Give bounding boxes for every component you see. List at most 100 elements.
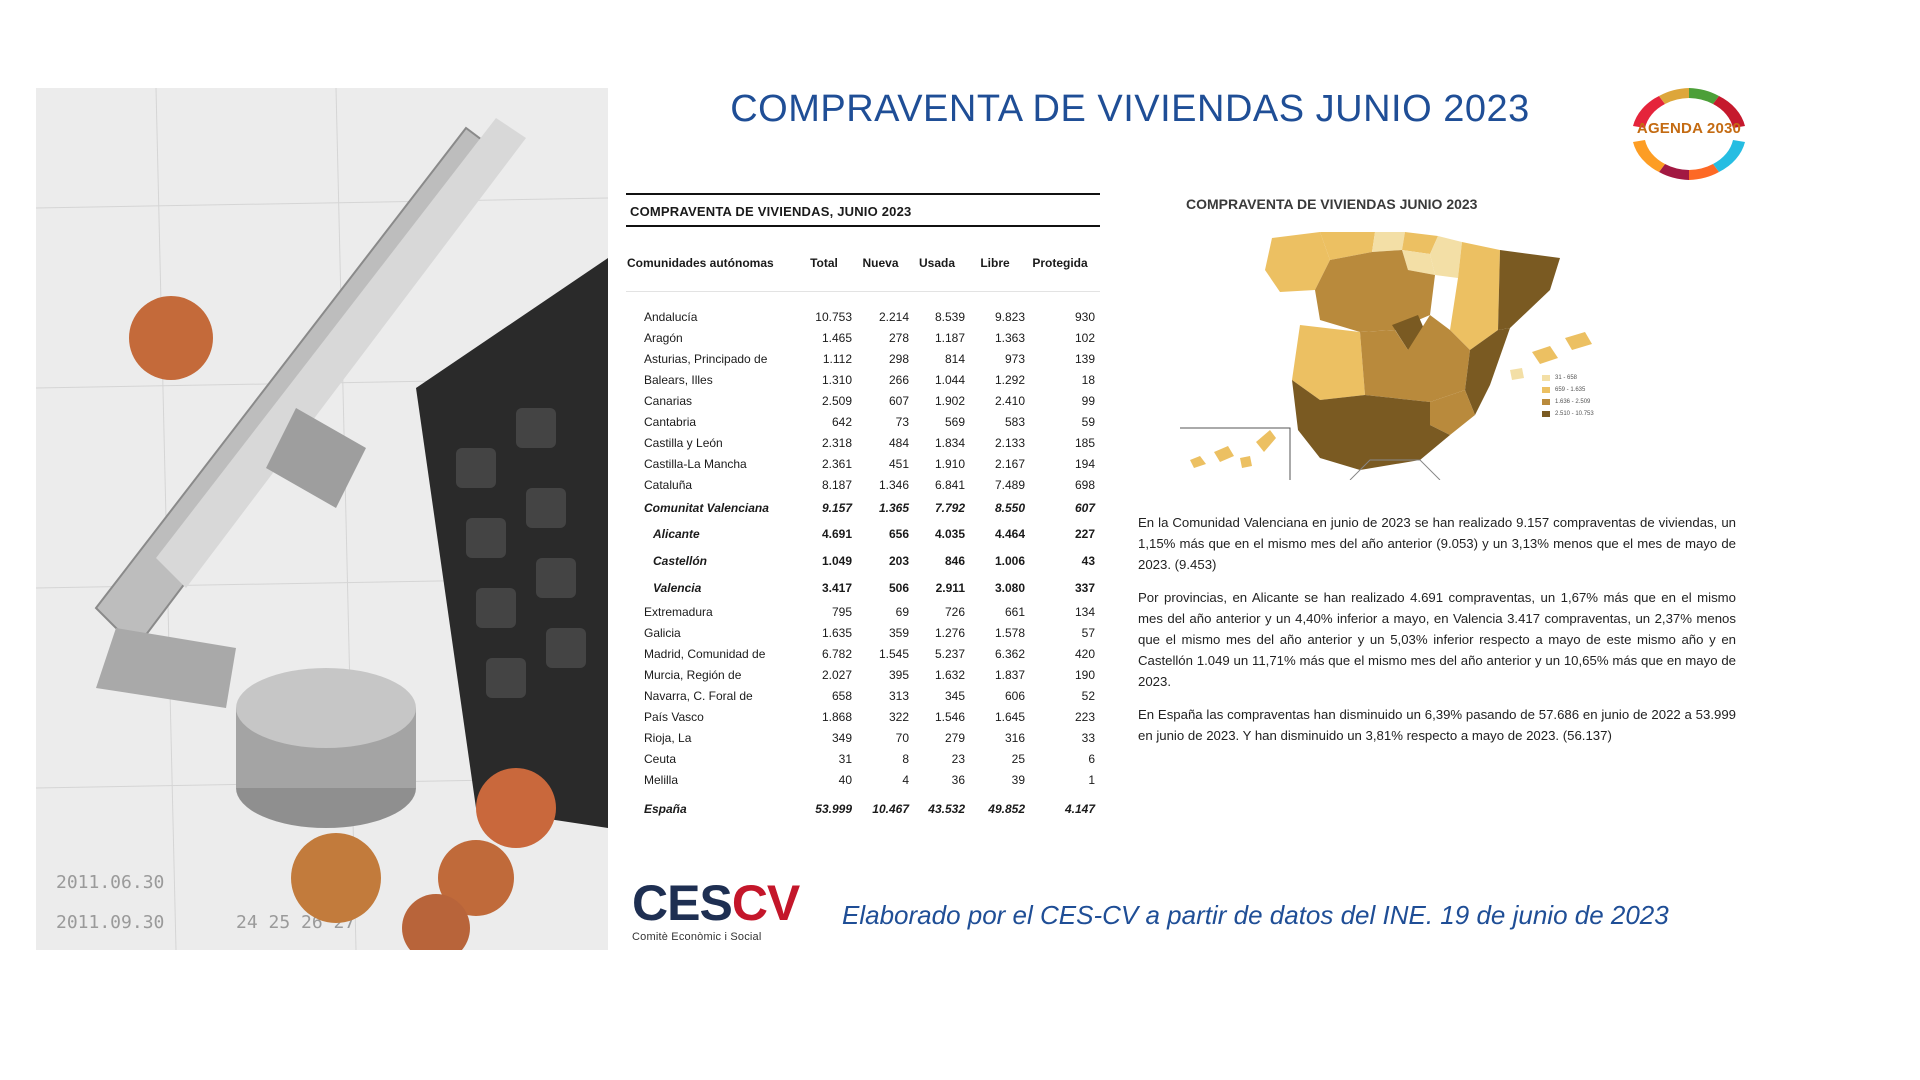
summary-text: En la Comunidad Valenciana en junio de 2…	[1138, 512, 1736, 758]
row-value: 1.112	[822, 351, 852, 366]
row-value: 506	[888, 580, 909, 595]
region-la-rioja	[1402, 250, 1435, 275]
row-label: Madrid, Comunidad de	[644, 646, 766, 661]
row-value: 814	[944, 351, 965, 366]
row-value: 606	[1004, 688, 1025, 703]
row-value: 642	[831, 414, 852, 429]
header-cell: Total	[810, 256, 838, 270]
row-value: 278	[888, 330, 909, 345]
row-value: 5.237	[934, 646, 965, 661]
row-value: 451	[888, 456, 909, 471]
table-title-rule	[626, 225, 1100, 227]
row-value: 313	[888, 688, 909, 703]
legend-item: 659 - 1.635	[1542, 384, 1594, 396]
row-value: 1.834	[934, 435, 965, 450]
row-value: 1.635	[821, 625, 852, 640]
sdg-wheel-icon	[1633, 88, 1745, 180]
table-row: Valencia 3.417 506 2.911 3.080 337	[626, 574, 1100, 601]
table-title: COMPRAVENTA DE VIVIENDAS, JUNIO 2023	[630, 204, 912, 219]
cescv-ces: CES	[632, 875, 733, 931]
row-value: 6	[1088, 751, 1095, 766]
row-value: 2.027	[821, 667, 852, 682]
row-value: 1.868	[821, 709, 852, 724]
row-value: 53.999	[815, 802, 852, 816]
row-label: Alicante	[653, 526, 700, 541]
table-row: España 53.999 10.467 43.532 49.852 4.147	[626, 794, 1100, 824]
table-row: Comunitat Valenciana 9.157 1.365 7.792 8.550…	[626, 495, 1100, 520]
row-value: 279	[944, 730, 965, 745]
table-body-provinces: Alicante 4.691 656 4.035 4.464 227 Castellón 1.…	[626, 520, 1100, 601]
table-row: Canarias 2.509 607 1.902 2.410 99	[626, 390, 1100, 411]
row-value: 70	[895, 730, 909, 745]
agenda-2030-text: AGENDA 2030	[1636, 120, 1742, 137]
table-body-cv: Comunitat Valenciana 9.157 1.365 7.792 8.550…	[626, 495, 1100, 520]
row-label: Castilla-La Mancha	[644, 456, 747, 471]
row-value: 656	[888, 526, 909, 541]
table-row: Ceuta 31 8 23 25 6	[626, 748, 1100, 769]
row-value: 2.361	[821, 456, 852, 471]
row-value: 316	[1004, 730, 1025, 745]
row-label: Cantabria	[644, 414, 697, 429]
row-value: 1.902	[934, 393, 965, 408]
legend-swatch	[1542, 399, 1550, 405]
row-value: 139	[1074, 351, 1095, 366]
row-value: 4	[902, 772, 909, 787]
row-value: 59	[1081, 414, 1095, 429]
row-label: Valencia	[653, 580, 702, 595]
region-baleares-3	[1510, 368, 1524, 380]
row-value: 99	[1081, 393, 1095, 408]
header-cell: Protegida	[1032, 256, 1088, 270]
row-value: 43.532	[928, 802, 965, 816]
legend-label: 31 - 658	[1555, 375, 1578, 381]
row-value: 8	[902, 751, 909, 766]
row-value: 7.792	[934, 500, 965, 515]
row-value: 194	[1074, 456, 1095, 471]
row-value: 2.167	[994, 456, 1025, 471]
header-cell: Usada	[918, 256, 956, 270]
row-value: 795	[831, 604, 852, 619]
region-galicia	[1265, 232, 1330, 292]
row-value: 846	[944, 553, 965, 568]
row-value: 185	[1074, 435, 1095, 450]
row-value: 57	[1081, 625, 1095, 640]
table-row: Murcia, Región de 2.027 395 1.632 1.837 190	[626, 664, 1100, 685]
row-label: Asturias, Principado de	[644, 351, 768, 366]
table-body-total: España 53.999 10.467 43.532 49.852 4.147	[626, 794, 1100, 824]
region-cantabria	[1372, 232, 1405, 252]
row-value: 10.753	[815, 309, 852, 324]
spain-map	[1180, 220, 1630, 480]
svg-text:2011.06.30: 2011.06.30	[56, 872, 164, 893]
row-value: 7.489	[994, 477, 1025, 492]
row-value: 23	[951, 751, 965, 766]
row-label: Murcia, Región de	[644, 667, 742, 682]
table-row: Navarra, C. Foral de 658 313 345 606 52	[626, 685, 1100, 706]
row-value: 10.467	[872, 802, 909, 816]
table-row: Balears, Illes 1.310 266 1.044 1.292 18	[626, 369, 1100, 390]
row-value: 227	[1074, 526, 1095, 541]
row-label: Navarra, C. Foral de	[644, 688, 753, 703]
row-value: 1.837	[994, 667, 1025, 682]
row-label: Rioja, La	[644, 730, 692, 745]
source-credit: Elaborado por el CES-CV a partir de dato…	[842, 900, 1669, 930]
cescv-subtitle: Comitè Econòmic i Social	[632, 931, 762, 943]
region-extremadura	[1292, 325, 1365, 400]
table-row: Extremadura 795 69 726 661 134	[626, 601, 1100, 622]
row-label: Melilla	[644, 772, 679, 787]
region-navarra	[1430, 236, 1462, 278]
row-value: 420	[1074, 646, 1095, 661]
row-value: 2.509	[821, 393, 852, 408]
row-value: 223	[1074, 709, 1095, 724]
row-value: 2.214	[878, 309, 909, 324]
header-cell: Libre	[980, 256, 1010, 270]
row-value: 345	[944, 688, 965, 703]
region-murcia	[1430, 390, 1475, 435]
row-value: 6.841	[934, 477, 965, 492]
row-value: 3.417	[821, 580, 852, 595]
row-label: España	[644, 802, 687, 816]
row-value: 1.276	[934, 625, 965, 640]
row-value: 607	[1074, 500, 1095, 515]
row-value: 607	[888, 393, 909, 408]
row-label: Aragón	[644, 330, 683, 345]
region-valenciana	[1465, 328, 1510, 415]
legend-swatch	[1542, 375, 1550, 381]
